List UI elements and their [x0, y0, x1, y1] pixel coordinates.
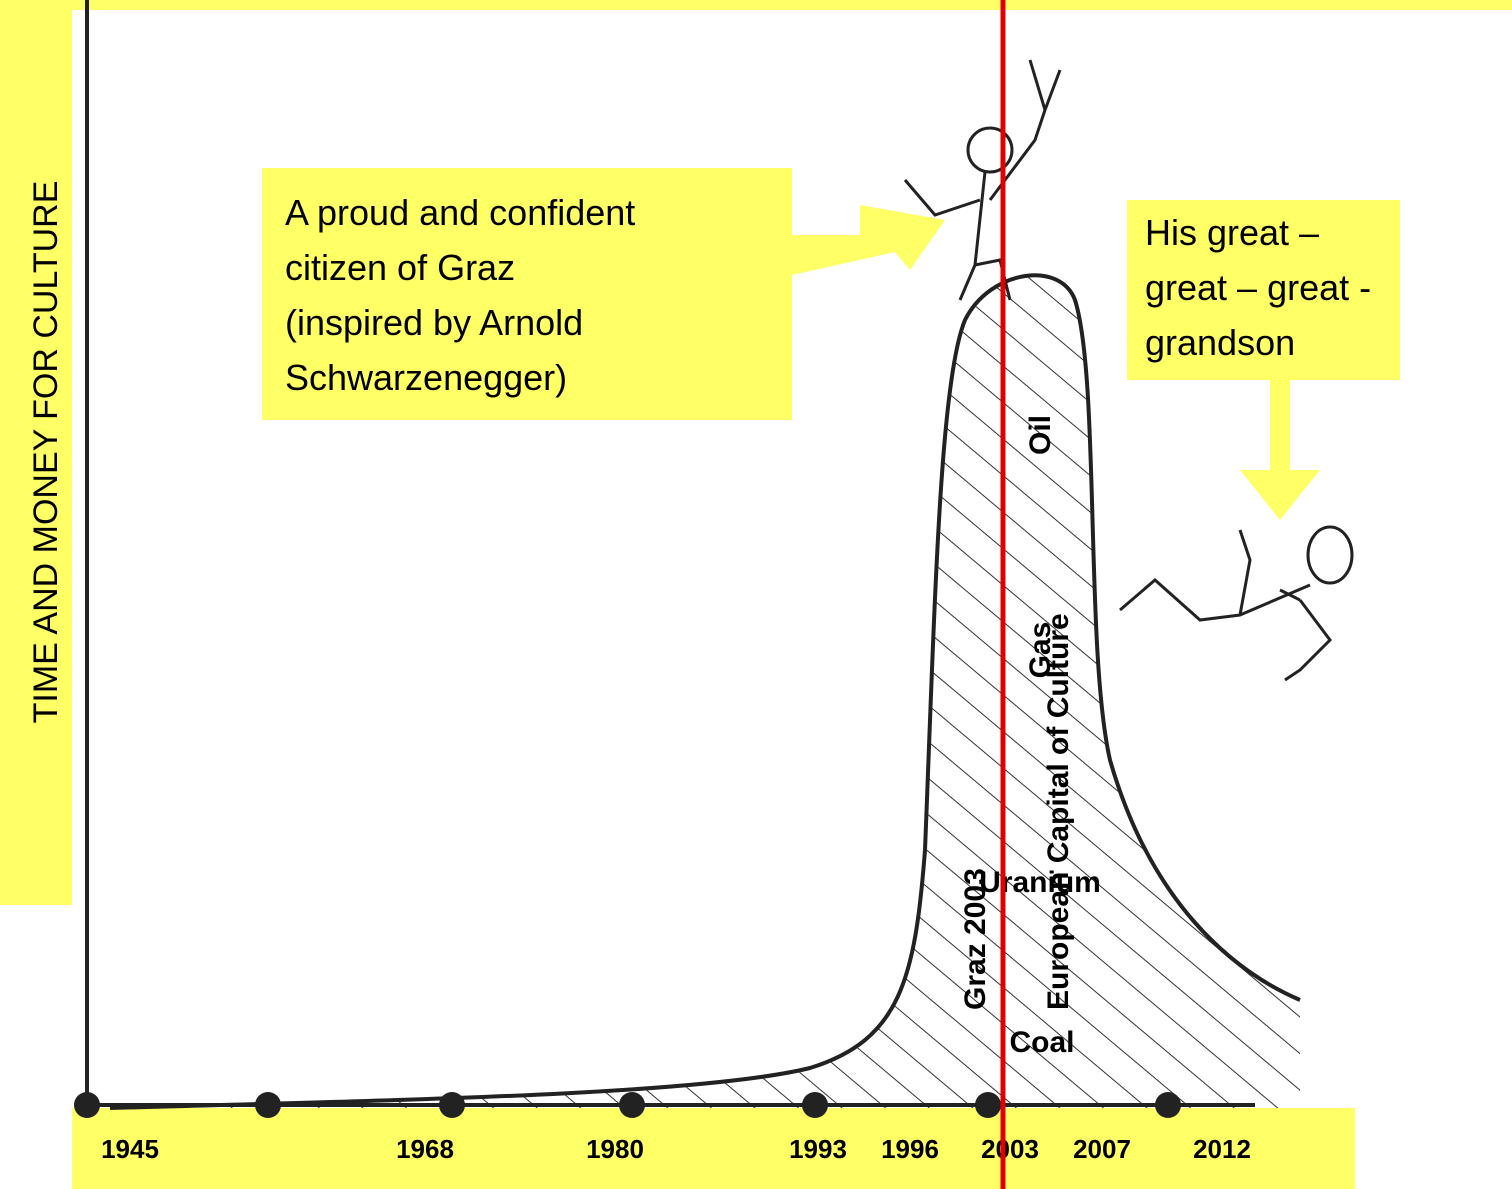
callout-line: His great –: [1145, 212, 1319, 253]
slide: TIME AND MONEY FOR CULTURE A proud and c…: [0, 0, 1512, 1189]
year-label: 1993: [789, 1134, 847, 1164]
curve-label: Coal: [1009, 1026, 1074, 1059]
curve-label: Uranium: [979, 866, 1101, 899]
year-label: 1996: [881, 1134, 939, 1164]
year-label: 1980: [586, 1134, 644, 1164]
callout-line: grandson: [1145, 322, 1295, 363]
bottom-band: [72, 1108, 1355, 1189]
year-label: 1945: [101, 1134, 159, 1164]
top-band: [0, 0, 1512, 10]
year-label: 1968: [396, 1134, 454, 1164]
year-label: 2003: [981, 1134, 1039, 1164]
y-axis-label: TIME AND MONEY FOR CULTURE: [27, 181, 65, 724]
callout-line: (inspired by Arnold: [285, 302, 583, 343]
event-title: European Capital of Culture: [1042, 613, 1075, 1010]
callout-line: Schwarzenegger): [285, 357, 567, 398]
figure-falling: [1120, 527, 1352, 680]
callout-arrow: [1240, 380, 1320, 520]
callout-arrow: [792, 205, 945, 275]
callout-line: A proud and confident: [285, 192, 635, 233]
event-label: Graz 2003: [959, 868, 992, 1010]
year-label: 2007: [1073, 1134, 1131, 1164]
callout-line: citizen of Graz: [285, 247, 515, 288]
figure-top: [905, 60, 1060, 300]
year-label: 2012: [1193, 1134, 1251, 1164]
curve-label: Oil: [1024, 415, 1057, 455]
callout-line: great – great -: [1145, 267, 1371, 308]
